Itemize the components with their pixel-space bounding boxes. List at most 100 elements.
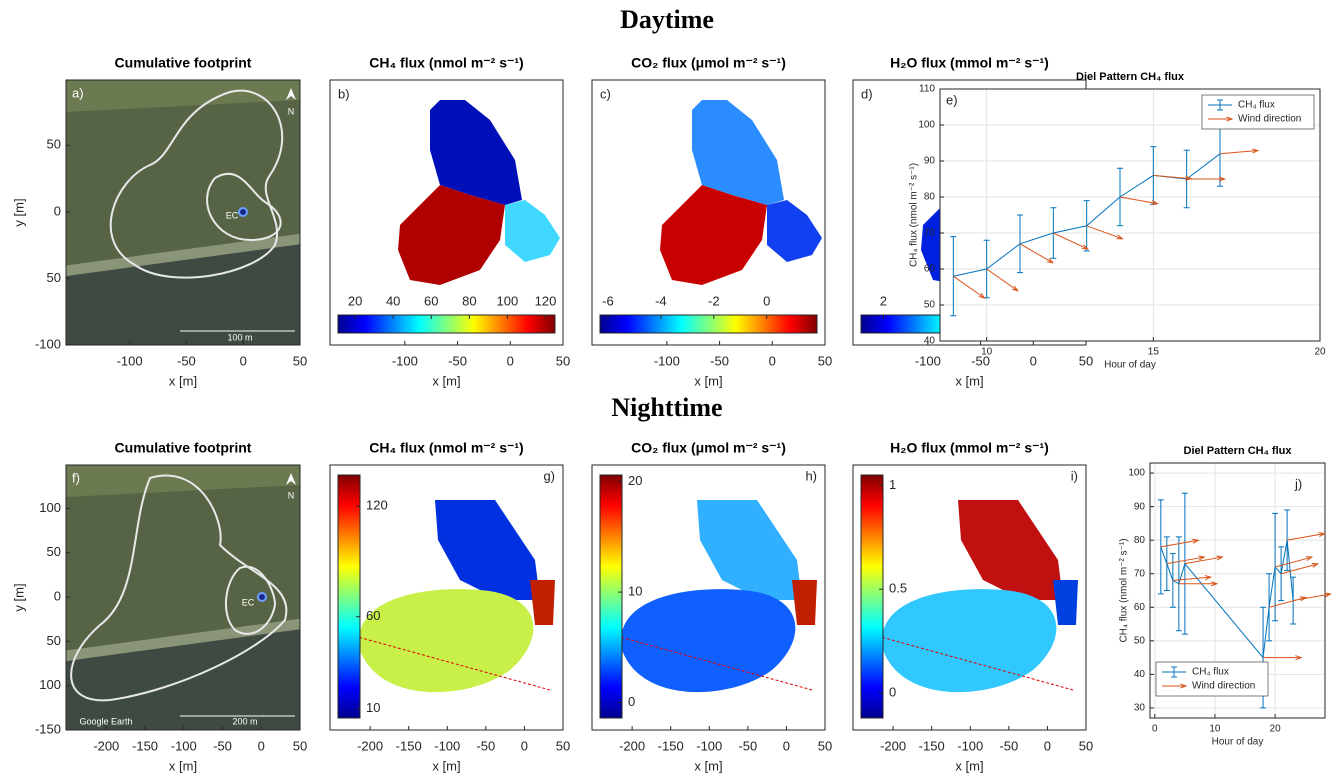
x-tick-label: 50 (1079, 353, 1093, 368)
axes-frame (1149, 462, 1326, 719)
y-tick-label: 0 (54, 588, 61, 603)
colorbar-tick-label: -2 (708, 293, 720, 308)
axes-bg (940, 89, 1320, 341)
panel-title: H₂O flux (mmol m⁻² s⁻¹) (890, 440, 1049, 456)
colorbar-tick-label: 100 (497, 293, 519, 308)
panel-title: Cumulative footprint (115, 55, 252, 71)
wind-arrow (1086, 225, 1124, 240)
wind-arrow (1160, 538, 1200, 548)
colorbar-tick-label: 60 (366, 608, 380, 623)
wind-arrow (1186, 176, 1227, 182)
x-axis-label: x [m] (955, 758, 983, 773)
x-axis-label: x [m] (169, 758, 197, 773)
axes-frame (939, 88, 1321, 342)
x-tick-label: -100 (696, 738, 722, 753)
colorbar-tick-label: 60 (424, 293, 438, 308)
x-tick-label: 20 (1270, 724, 1282, 735)
panel-label: a) (72, 85, 84, 100)
colorbar-tick-label: 0 (628, 694, 635, 709)
y-tick-label: 50 (1134, 635, 1146, 646)
map-annotation: Google Earth (79, 716, 132, 726)
x-tick-label: -50 (213, 738, 232, 753)
wind-arrow (1019, 243, 1055, 264)
road (66, 618, 300, 662)
flux-region (660, 185, 767, 285)
x-tick-label: -200 (93, 738, 119, 753)
colorbar (337, 474, 361, 719)
panel-label: h) (805, 468, 817, 483)
flux-region (398, 185, 505, 285)
map-annotation: 100 m (227, 332, 252, 342)
x-tick-label: -50 (448, 353, 467, 368)
colorbar-tick-label: 20 (348, 293, 362, 308)
x-tick-label: -50 (710, 353, 729, 368)
map-annotation: EC (226, 210, 239, 220)
wind-arrow (1293, 592, 1332, 602)
panel-title: CO₂ flux (μmol m⁻² s⁻¹) (631, 440, 786, 456)
colorbar-tick-label: 1 (889, 477, 896, 492)
footprint-contour (224, 565, 277, 635)
x-tick-label: -150 (132, 738, 158, 753)
x-tick-label: 50 (818, 353, 832, 368)
panel-label: j) (1294, 476, 1302, 491)
x-tick-label: -150 (396, 738, 422, 753)
flux-region (1053, 580, 1078, 625)
flux-region (692, 100, 784, 205)
error-bar (1050, 207, 1057, 259)
x-tick-label: -100 (915, 353, 941, 368)
y-tick-label: 100 (39, 677, 61, 692)
panel-title: Diel Pattern CH₄ flux (1076, 71, 1185, 83)
wind-arrow (1263, 655, 1303, 661)
panel-label: i) (1071, 468, 1078, 483)
y-tick-label: 50 (47, 137, 61, 152)
panel-label: c) (600, 86, 611, 101)
legend-label: CH₄ flux (1238, 100, 1275, 111)
colorbar (599, 314, 818, 334)
panel-label: g) (543, 468, 555, 483)
legend (1155, 661, 1269, 697)
x-tick-label: -100 (654, 353, 680, 368)
panel-title: CH₄ flux (nmol m⁻² s⁻¹) (369, 440, 523, 456)
x-tick-label: 0 (783, 738, 790, 753)
axes-frame (65, 464, 301, 731)
error-bar (950, 236, 957, 317)
colorbar-tick-label: 0 (889, 685, 896, 700)
y-axis-label: y [m] (11, 583, 26, 611)
x-tick-label: -50 (971, 353, 990, 368)
x-tick-label: 0 (240, 353, 247, 368)
wind-arrow (1053, 232, 1090, 250)
x-tick-label: 15 (1148, 347, 1160, 358)
axes-frame (329, 464, 564, 731)
y-tick-label: 50 (924, 300, 936, 311)
map-annotation: EC (242, 597, 255, 607)
wind-arrow (1172, 575, 1213, 581)
x-tick-label: 0 (1030, 353, 1037, 368)
panel-title: Cumulative footprint (115, 440, 252, 456)
y-tick-label: 40 (924, 336, 936, 347)
x-tick-label: 50 (293, 738, 307, 753)
y-tick-label: 100 (1128, 468, 1145, 479)
y-tick-label: 60 (924, 264, 936, 275)
wind-arrow (1184, 555, 1224, 565)
wind-arrow (986, 268, 1019, 292)
legend-label: CH₄ flux (1192, 667, 1229, 678)
y-tick-label: 0 (54, 203, 61, 218)
x-tick-label: -50 (738, 738, 757, 753)
y-tick-label: 30 (1134, 703, 1146, 714)
x-tick-label: 50 (293, 353, 307, 368)
footprint-contour (206, 172, 282, 242)
error-bar (1284, 509, 1291, 571)
colorbar-tick-label: 80 (462, 293, 476, 308)
x-tick-label: 20 (1314, 347, 1326, 358)
colorbar-tick-label: 40 (386, 293, 400, 308)
y-axis-label: CH₄ flux (nmol m⁻² s⁻¹) (909, 163, 920, 267)
x-tick-label: -150 (919, 738, 945, 753)
x-tick-label: -50 (177, 353, 196, 368)
section-heading: Daytime (620, 5, 714, 34)
map-annotation: 200 m (232, 716, 257, 726)
wind-arrow (1119, 196, 1159, 206)
field-top (66, 465, 300, 497)
y-axis-label: y [m] (11, 198, 26, 226)
axes-frame (329, 79, 564, 346)
